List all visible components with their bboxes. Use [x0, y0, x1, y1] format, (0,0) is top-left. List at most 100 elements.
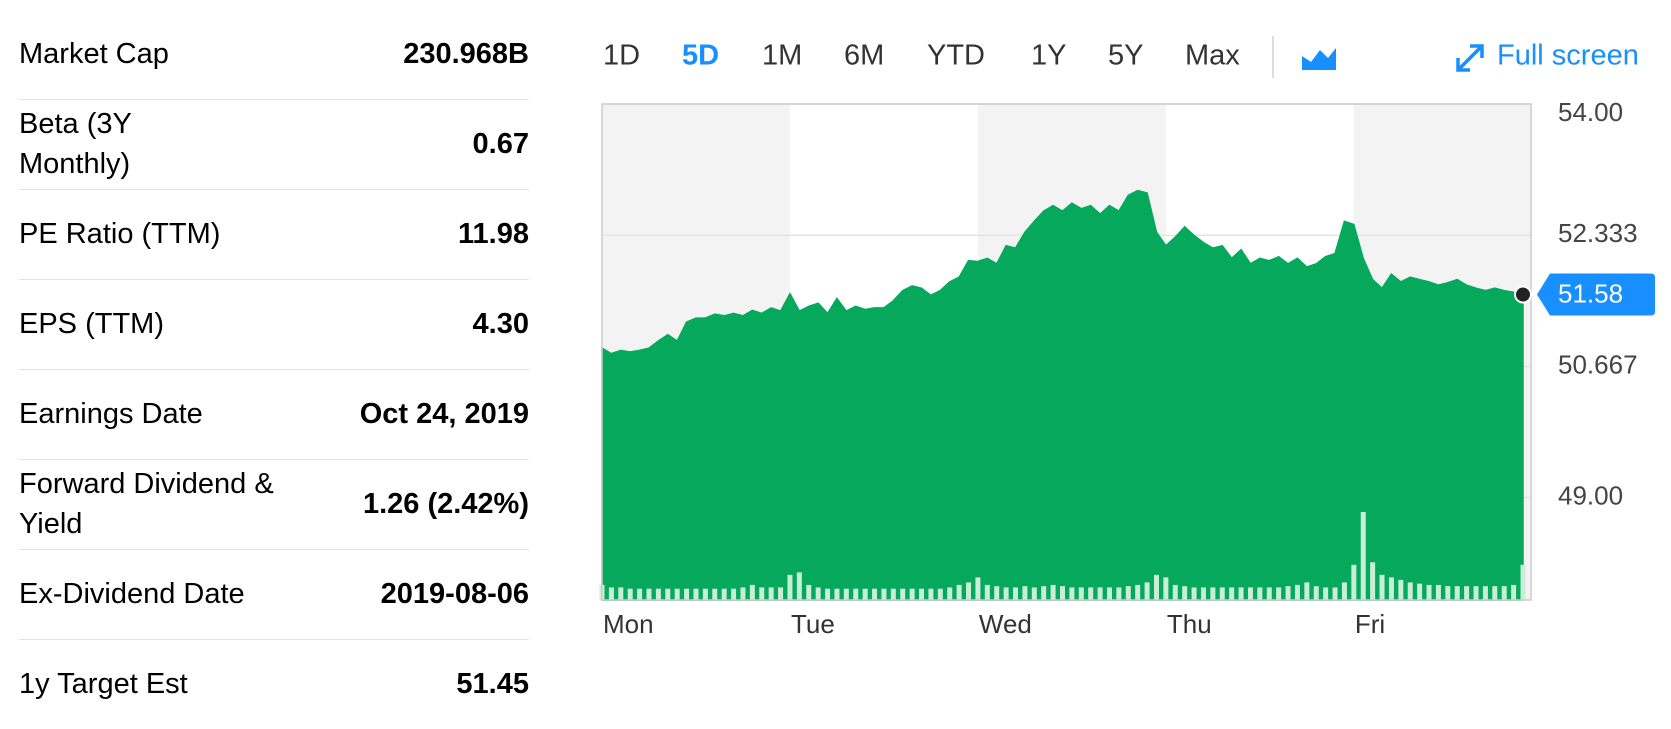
stat-label: PE Ratio (TTM)	[19, 217, 221, 250]
volume-bar	[1426, 584, 1432, 600]
price-area	[601, 189, 1524, 601]
y-tick-label: 50.667	[1558, 349, 1638, 379]
x-tick-label: Thu	[1167, 609, 1212, 639]
last-price-dot	[1514, 285, 1532, 304]
stat-value: 0.67	[472, 128, 529, 160]
range-button[interactable]: 6M	[844, 40, 884, 72]
stat-label: Market Cap	[19, 37, 169, 70]
volume-bar	[1304, 582, 1310, 600]
volume-bar	[909, 588, 915, 600]
volume-bar	[1013, 587, 1019, 600]
volume-bar	[1398, 579, 1404, 600]
volume-bar	[627, 588, 633, 600]
volume-bar	[1088, 587, 1094, 600]
volume-bar	[1332, 587, 1338, 600]
volume-bar	[1022, 586, 1028, 600]
stat-value: 1.26 (2.42%)	[362, 488, 529, 520]
stat-row: EPS (TTM) 4.30	[19, 280, 529, 370]
volume-bar	[1144, 582, 1150, 600]
volume-bar	[749, 584, 755, 600]
volume-bar	[872, 588, 878, 600]
volume-bar	[759, 587, 765, 600]
stat-label: Ex-Dividend Date	[19, 577, 245, 610]
volume-bar	[712, 588, 718, 600]
volume-bar	[1182, 586, 1188, 600]
volume-bar	[994, 586, 1000, 600]
volume-bar	[966, 582, 972, 600]
stat-row: Ex-Dividend Date 2019-08-06	[19, 550, 529, 640]
volume-bar	[1323, 587, 1329, 600]
y-tick-label: 54.00	[1558, 97, 1623, 127]
range-button[interactable]: Max	[1185, 40, 1240, 72]
x-tick-label: Wed	[979, 609, 1032, 639]
volume-bar	[825, 588, 831, 600]
full-screen-icon[interactable]	[1456, 44, 1484, 72]
stat-value: 4.30	[472, 308, 529, 340]
range-button[interactable]: 1D	[603, 40, 640, 72]
volume-bar	[796, 572, 802, 600]
volume-bar	[1060, 586, 1065, 600]
volume-bar	[768, 587, 774, 600]
volume-bar	[1379, 574, 1385, 600]
volume-bar	[1370, 562, 1376, 600]
volume-bar	[1097, 587, 1103, 600]
plot-border	[601, 103, 1532, 601]
range-button[interactable]: 1Y	[1031, 40, 1066, 72]
stat-label: Beta (3Y Monthly)	[19, 108, 132, 180]
range-button[interactable]: 5Y	[1108, 40, 1143, 72]
volume-bar	[1351, 564, 1357, 600]
volume-bar	[1069, 587, 1075, 600]
y-tick-label: 49.00	[1558, 481, 1623, 511]
volume-bar	[937, 588, 943, 600]
volume-bar	[853, 588, 859, 600]
volume-bar	[1360, 512, 1366, 600]
range-button[interactable]: 5D	[682, 40, 719, 72]
volume-bar	[1125, 586, 1131, 600]
volume-bar	[637, 588, 643, 600]
full-screen-button[interactable]: Full screen	[1497, 40, 1639, 72]
chart-type-icon[interactable]	[1302, 48, 1336, 70]
volume-bar	[646, 588, 652, 600]
volume-bar	[1003, 587, 1009, 600]
volume-bar	[1417, 583, 1423, 600]
volume-bar	[1191, 587, 1197, 600]
stat-value: 51.45	[456, 668, 529, 700]
volume-bar	[1041, 586, 1047, 600]
volume-bar	[928, 588, 934, 600]
volume-bar	[1078, 587, 1084, 600]
volume-bar	[655, 588, 661, 600]
volume-bar	[1435, 584, 1441, 600]
volume-bar	[1172, 584, 1178, 600]
volume-bar	[919, 588, 925, 600]
range-button[interactable]: 1M	[762, 40, 802, 72]
volume-bar	[731, 588, 737, 600]
volume-bar	[1294, 584, 1300, 600]
range-button[interactable]: YTD	[927, 40, 985, 72]
volume-bar	[1153, 574, 1159, 600]
y-tick-label: 52.333	[1558, 218, 1638, 248]
stat-label: Forward Dividend & Yield	[19, 468, 274, 540]
stats-table: Market Cap 230.968B Beta (3Y Monthly) 0.67…	[19, 10, 529, 729]
volume-bar	[984, 584, 990, 600]
volume-bar	[1473, 586, 1479, 600]
volume-bar	[834, 588, 840, 600]
volume-bar	[787, 574, 793, 600]
stat-row: PE Ratio (TTM) 11.98	[19, 190, 529, 280]
x-tick-label: Mon	[603, 609, 654, 639]
volume-bar	[1238, 587, 1244, 600]
volume-bar	[1031, 587, 1037, 600]
volume-bar	[1492, 586, 1498, 600]
volume-bar	[1511, 584, 1517, 600]
volume-bar	[778, 587, 784, 600]
stat-value: 2019-08-06	[380, 578, 529, 610]
volume-bar	[1135, 584, 1141, 600]
stat-row: Market Cap 230.968B	[19, 10, 529, 100]
volume-bar	[1163, 577, 1169, 600]
volume-bar	[862, 588, 868, 600]
volume-bar	[674, 588, 680, 600]
volume-bar	[1445, 586, 1451, 600]
volume-bar	[1407, 582, 1413, 600]
volume-bar	[1219, 587, 1225, 600]
volume-bar	[1229, 587, 1235, 600]
